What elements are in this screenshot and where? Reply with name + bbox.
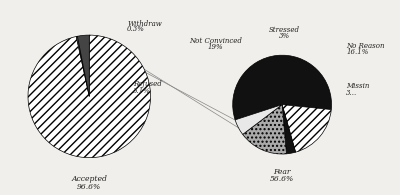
- Text: 19%: 19%: [208, 43, 223, 51]
- Wedge shape: [78, 35, 89, 96]
- Wedge shape: [235, 105, 282, 134]
- Text: Refused: Refused: [134, 80, 162, 88]
- Text: No Reason: No Reason: [346, 42, 385, 50]
- Text: 3.1%: 3.1%: [134, 88, 151, 96]
- Text: 16.1%: 16.1%: [346, 48, 369, 56]
- Text: Fear: Fear: [273, 168, 291, 176]
- Wedge shape: [282, 105, 296, 154]
- Wedge shape: [282, 105, 331, 152]
- Wedge shape: [243, 105, 286, 154]
- Text: 0.3%: 0.3%: [127, 25, 145, 33]
- Text: 3...: 3...: [346, 89, 358, 97]
- Text: Not Convinced: Not Convinced: [189, 37, 242, 45]
- Text: 3%: 3%: [279, 32, 290, 40]
- Text: Withdraw: Withdraw: [127, 20, 162, 28]
- Text: Stressed: Stressed: [269, 27, 300, 35]
- Wedge shape: [76, 36, 89, 96]
- Wedge shape: [233, 55, 332, 120]
- Text: Accepted: Accepted: [71, 175, 107, 183]
- Text: 56.6%: 56.6%: [270, 175, 294, 183]
- Text: 96.6%: 96.6%: [77, 183, 102, 191]
- Wedge shape: [28, 35, 150, 158]
- Text: Missin: Missin: [346, 82, 370, 90]
